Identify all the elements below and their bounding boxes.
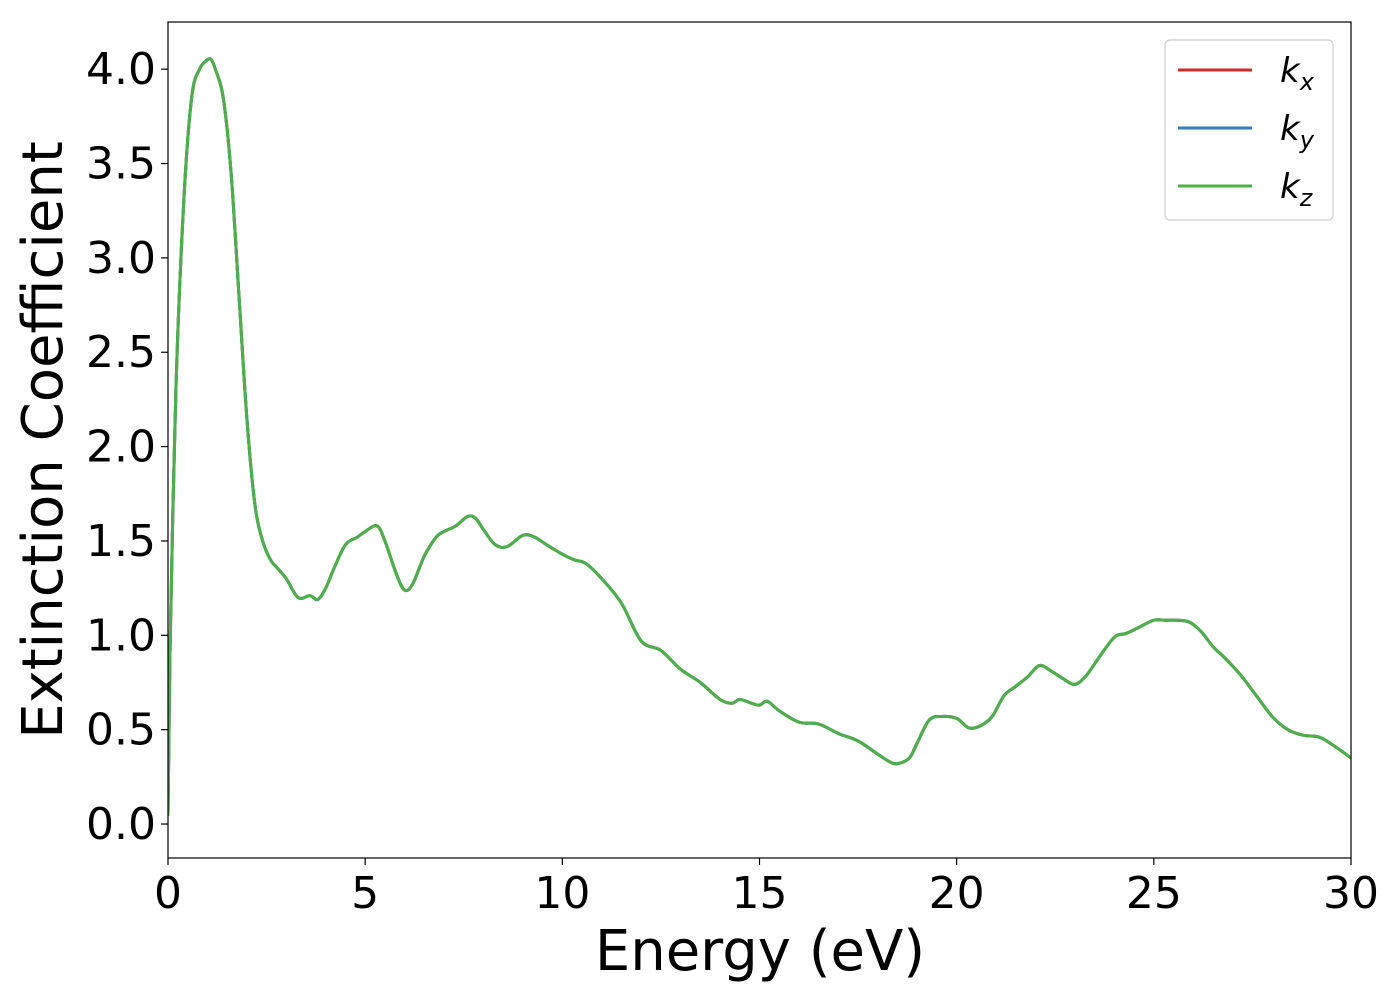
axes-frame — [167, 21, 1352, 859]
legend-label-main: k — [1280, 109, 1301, 149]
x-tick-label: 5 — [351, 868, 379, 919]
y-axis-label: Extinction Coefficient — [11, 141, 76, 739]
y-tick-label: 1.0 — [86, 610, 156, 661]
x-tick-label: 15 — [732, 868, 788, 919]
y-tick-label: 0.5 — [86, 705, 156, 756]
y-tick-label: 4.0 — [86, 44, 156, 95]
y-tick-label: 2.5 — [86, 327, 156, 378]
x-axis-label: Energy (eV) — [595, 919, 925, 984]
x-tick-label: 30 — [1323, 868, 1379, 919]
legend-label-main: k — [1280, 51, 1301, 91]
x-tick-label: 20 — [929, 868, 985, 919]
y-tick-label: 2.0 — [86, 422, 156, 473]
legend-label-subscript: z — [1299, 184, 1314, 212]
legend-label-main: k — [1280, 167, 1301, 207]
legend-label-ky: ky — [1280, 109, 1315, 154]
legend-label-kx: kx — [1280, 51, 1315, 96]
x-tick-label: 25 — [1126, 868, 1182, 919]
legend-box — [1164, 39, 1334, 221]
y-tick-label: 1.5 — [86, 516, 156, 567]
legend-label-subscript: x — [1299, 68, 1315, 96]
y-tick-label: 3.5 — [86, 139, 156, 190]
x-tick-label: 0 — [154, 868, 182, 919]
plot-area — [168, 57, 1351, 817]
y-tick-label: 0.0 — [86, 799, 156, 850]
series-line-kz — [168, 57, 1351, 817]
legend-label-subscript: y — [1299, 126, 1315, 154]
x-tick-label: 10 — [534, 868, 590, 919]
axis-ticks: 0 5 10 15 20 25 30 0.0 0.5 1.0 1.5 2.0 2.5 3.0 3.5 4.0 — [86, 44, 1379, 919]
legend-label-kz: kz — [1280, 167, 1314, 212]
y-tick-label: 3.0 — [86, 233, 156, 284]
